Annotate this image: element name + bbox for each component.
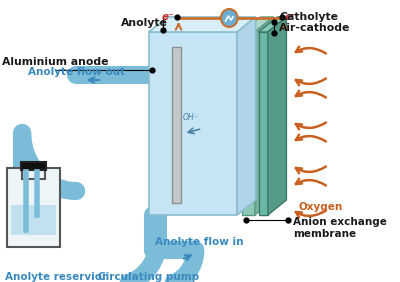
Polygon shape <box>268 17 286 215</box>
Text: e⁻: e⁻ <box>284 12 297 22</box>
Text: Anolyte reservior: Anolyte reservior <box>5 272 107 282</box>
Text: Air-cathode: Air-cathode <box>279 23 350 33</box>
Text: Catholyte: Catholyte <box>279 12 338 22</box>
FancyBboxPatch shape <box>21 162 46 170</box>
Polygon shape <box>242 17 274 32</box>
Text: Anolyte flow out: Anolyte flow out <box>28 67 125 77</box>
Text: Oxygen: Oxygen <box>298 202 343 212</box>
Circle shape <box>221 9 238 27</box>
Text: Aluminium anode: Aluminium anode <box>2 57 108 67</box>
Polygon shape <box>149 32 237 215</box>
Polygon shape <box>149 17 256 32</box>
Text: Anolyte flow in: Anolyte flow in <box>155 237 244 247</box>
Text: Anolyte: Anolyte <box>121 18 168 28</box>
Text: Circulating pump: Circulating pump <box>98 272 199 282</box>
Polygon shape <box>242 32 255 215</box>
Polygon shape <box>258 17 286 32</box>
Polygon shape <box>255 17 274 215</box>
Text: e⁻: e⁻ <box>162 12 174 22</box>
FancyBboxPatch shape <box>8 168 60 247</box>
Polygon shape <box>258 32 268 215</box>
Text: Anion exchange
membrane: Anion exchange membrane <box>293 217 387 239</box>
Polygon shape <box>237 17 256 215</box>
FancyBboxPatch shape <box>11 205 56 235</box>
Text: OH⁻: OH⁻ <box>182 113 198 122</box>
FancyBboxPatch shape <box>22 167 45 179</box>
Polygon shape <box>172 47 181 203</box>
